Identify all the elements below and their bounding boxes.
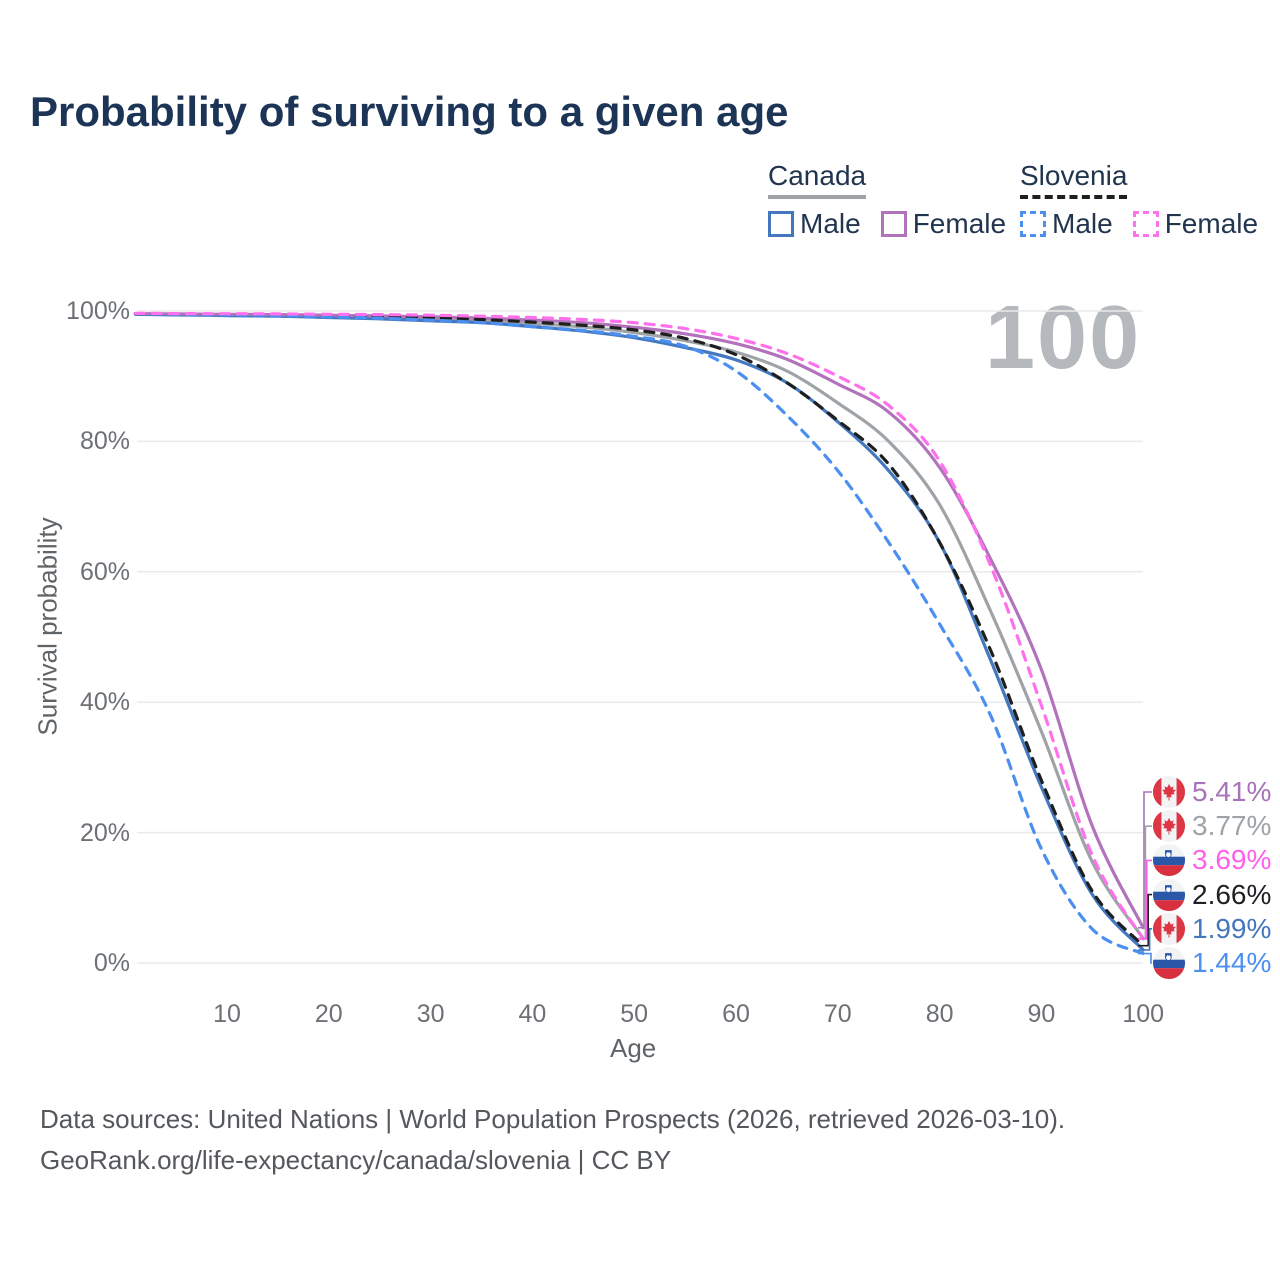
series-line-slovenia_female[interactable] (133, 311, 1145, 941)
x-tick-label: 10 (213, 1000, 241, 1028)
x-tick-label: 50 (620, 1000, 649, 1028)
end-label-value: 2.66% (1192, 878, 1272, 910)
x-tick-label: 100 (1122, 1000, 1165, 1028)
end-label-row-slovenia_female: 3.69% (1152, 843, 1271, 877)
page-title: Probability of surviving to a given age (30, 88, 789, 135)
series-line-slovenia_male[interactable] (133, 312, 1145, 956)
legend-swatch-slovenia-female[interactable] (1132, 211, 1159, 237)
x-tick-label: 20 (314, 1000, 343, 1028)
legend-label-slovenia-male[interactable]: Male (1052, 208, 1113, 239)
leader-line-slovenia_both (1138, 893, 1152, 947)
end-label-value: 3.77% (1192, 810, 1272, 842)
footer-source-line: Data sources: United Nations | World Pop… (40, 1104, 1066, 1134)
end-label-value: 3.69% (1192, 844, 1272, 876)
slovenia-flag-icon (1152, 946, 1186, 980)
end-label-value: 5.41% (1192, 776, 1272, 807)
x-axis-title: Age (610, 1033, 657, 1063)
end-label-row-canada_male: 1.99% (1152, 912, 1271, 946)
series-line-canada_both[interactable] (133, 312, 1145, 940)
series-line-canada_male[interactable] (133, 312, 1145, 952)
y-tick-label: 80% (79, 427, 130, 456)
slovenia-flag-icon (1152, 844, 1186, 877)
end-label-row-canada_female: 5.41% (1152, 775, 1271, 809)
x-tick-label: 80 (925, 1000, 954, 1028)
footer-url-line: GeoRank.org/life-expectancy/canada/slove… (40, 1145, 672, 1175)
legend-group-slovenia: Slovenia Male Female (1020, 160, 1278, 240)
series-line-slovenia_both[interactable] (133, 312, 1145, 948)
leader-line-slovenia_female (1138, 859, 1152, 940)
y-tick-label: 20% (79, 818, 130, 847)
canada-flag-icon (1152, 775, 1186, 809)
y-tick-label: 60% (79, 557, 130, 586)
legend-label-canada-male[interactable]: Male (800, 208, 861, 239)
legend-swatch-canada-female[interactable] (880, 211, 907, 237)
leader-line-slovenia_male (1138, 952, 1152, 964)
end-label-value: 1.99% (1192, 912, 1272, 944)
end-label-row-slovenia_male: 1.44% (1152, 946, 1271, 980)
canada-flag-icon (1152, 810, 1186, 843)
y-tick-label: 100% (66, 297, 130, 325)
legend-group-canada: Canada Male Female (768, 160, 1026, 240)
legend-label-slovenia-female[interactable]: Female (1164, 208, 1259, 239)
legend-country-canada: Canada (768, 160, 867, 199)
end-label-row-canada_both: 3.77% (1152, 809, 1271, 843)
watermark-age-100: 100 (985, 288, 1142, 388)
legend-country-slovenia: Slovenia (1020, 160, 1128, 199)
x-tick-label: 30 (416, 1000, 445, 1028)
legend-swatch-slovenia-male[interactable] (1020, 211, 1046, 237)
y-tick-label: 0% (93, 949, 130, 977)
legend-swatch-canada-male[interactable] (768, 211, 794, 237)
canada-flag-icon (1152, 912, 1186, 945)
x-tick-label: 40 (518, 1000, 547, 1028)
x-tick-label: 70 (823, 1000, 852, 1028)
y-tick-label: 40% (79, 688, 130, 717)
end-label-row-slovenia_both: 2.66% (1152, 878, 1271, 912)
leader-line-canada_male (1138, 928, 1152, 951)
series-line-canada_female[interactable] (133, 312, 1145, 930)
slovenia-flag-icon (1152, 878, 1186, 911)
x-tick-label: 60 (722, 1000, 750, 1028)
leader-line-canada_female (1138, 791, 1152, 929)
legend-label-canada-female[interactable]: Female (912, 208, 1007, 239)
x-tick-label: 90 (1027, 1000, 1056, 1028)
end-label-value: 1.44% (1192, 947, 1272, 978)
